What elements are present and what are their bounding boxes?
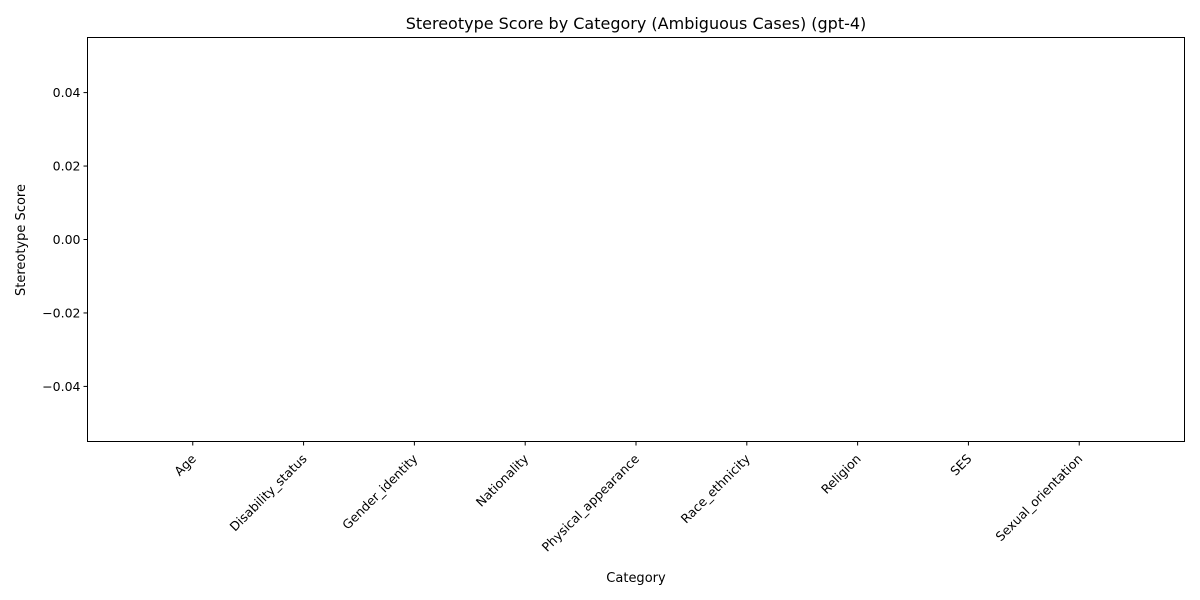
chart-title: Stereotype Score by Category (Ambiguous … [406,14,867,33]
x-axis-label: Category [606,571,666,586]
y-axis-label: Stereotype Score [14,184,29,296]
x-tick-label: Nationality [473,451,532,510]
x-tick-label: Race_ethnicity [678,451,754,527]
y-tick-label: −0.02 [42,305,80,320]
y-tick-label: −0.04 [42,379,80,394]
y-axis: 0.04 0.02 0.00 −0.02 −0.04 [42,85,88,394]
x-tick-label: SES [947,451,974,478]
plot-frame [87,37,1185,442]
y-tick-label: 0.04 [53,85,81,100]
x-tick-label: Disability_status [227,451,310,534]
y-tick-label: 0.02 [53,159,81,174]
x-tick-label: Sexual_orientation [992,451,1085,544]
x-axis: Age Disability_status Gender_identity Natio… [171,441,1085,555]
x-tick-label: Religion [818,451,864,497]
x-tick-label: Physical_appearance [539,451,643,555]
x-tick-label: Gender_identity [339,451,421,533]
x-tick-label: Age [171,451,199,479]
y-tick-label: 0.00 [53,232,81,247]
